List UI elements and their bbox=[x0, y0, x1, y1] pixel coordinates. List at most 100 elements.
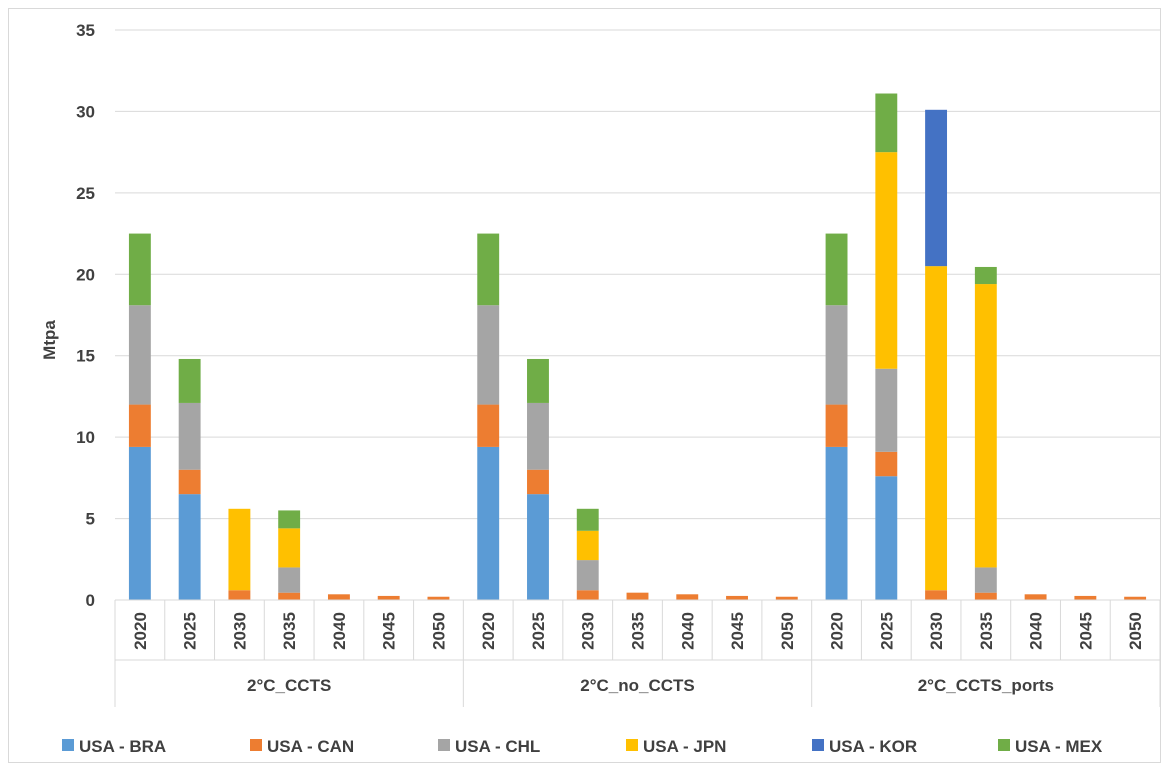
bar-segment bbox=[278, 567, 301, 593]
bar-segment bbox=[128, 233, 151, 306]
bar-segment bbox=[128, 404, 151, 447]
bar-segment bbox=[825, 233, 848, 306]
x-tick-label: 2045 bbox=[728, 612, 747, 650]
x-tick-label: 2040 bbox=[330, 612, 349, 650]
bar-segment bbox=[477, 446, 500, 600]
legend-swatch bbox=[626, 739, 638, 751]
bar-segment bbox=[825, 446, 848, 600]
bar-segment bbox=[278, 528, 301, 568]
bar-segment bbox=[825, 404, 848, 447]
y-tick-label: 20 bbox=[76, 265, 95, 284]
x-tick-label: 2030 bbox=[927, 612, 946, 650]
bar-segment bbox=[178, 469, 201, 495]
legend-label: USA - MEX bbox=[1015, 737, 1103, 756]
bar-segment bbox=[278, 510, 301, 529]
bar-segment bbox=[726, 595, 748, 600]
x-tick-label: 2040 bbox=[1027, 612, 1046, 650]
bar-segment bbox=[178, 358, 201, 403]
x-tick-label: 2020 bbox=[131, 612, 150, 650]
gridlines bbox=[115, 29, 1160, 520]
bar-segment bbox=[128, 305, 151, 405]
bar-segment bbox=[377, 595, 400, 600]
bar-segment bbox=[527, 358, 549, 403]
bar-segment bbox=[676, 594, 699, 600]
bar-segment bbox=[178, 494, 201, 600]
legend-label: USA - JPN bbox=[643, 737, 726, 756]
y-tick-label: 35 bbox=[76, 21, 95, 40]
group-label: 2°C_CCTS_ports bbox=[918, 676, 1054, 695]
legend-swatch bbox=[250, 739, 262, 751]
bar-segment bbox=[477, 233, 500, 306]
bar-segment bbox=[527, 402, 549, 470]
legend-swatch bbox=[998, 739, 1010, 751]
bar-segment bbox=[775, 596, 798, 600]
legend-label: USA - CHL bbox=[455, 737, 540, 756]
x-tick-label: 2020 bbox=[828, 612, 847, 650]
bar-segment bbox=[228, 590, 251, 600]
bar-segment bbox=[875, 368, 898, 452]
bar-segment bbox=[576, 560, 599, 591]
x-tick-label: 2025 bbox=[529, 612, 548, 650]
x-tick-label: 2045 bbox=[1076, 612, 1095, 650]
bar-segment bbox=[178, 402, 201, 470]
bar-segment bbox=[477, 305, 500, 405]
bar-segment bbox=[974, 592, 997, 600]
bar-segment bbox=[825, 305, 848, 405]
bar-segment bbox=[875, 152, 898, 369]
y-tick-label: 30 bbox=[76, 102, 95, 121]
y-tick-label: 10 bbox=[76, 428, 95, 447]
x-tick-label: 2035 bbox=[280, 612, 299, 650]
bar-segment bbox=[925, 109, 948, 267]
x-tick-label: 2025 bbox=[877, 612, 896, 650]
x-tick-label: 2030 bbox=[579, 612, 598, 650]
bar-segment bbox=[875, 451, 898, 477]
x-tick-label: 2050 bbox=[429, 612, 448, 650]
x-tick-label: 2045 bbox=[380, 612, 399, 650]
y-tick-label: 0 bbox=[86, 591, 95, 610]
legend: USA - BRA USA - CAN USA - CHL USA - JPN USA … bbox=[62, 737, 1103, 756]
legend-swatch bbox=[438, 739, 450, 751]
y-axis-title: Mtpa bbox=[40, 320, 59, 360]
bar-segment bbox=[875, 476, 898, 600]
x-tick-label: 2040 bbox=[678, 612, 697, 650]
y-tick-label: 5 bbox=[86, 510, 95, 529]
legend-label: USA - KOR bbox=[829, 737, 917, 756]
bar-segment bbox=[576, 508, 599, 531]
bar-segment bbox=[576, 530, 599, 561]
x-tick-label: 2025 bbox=[181, 612, 200, 650]
bar-segment bbox=[427, 596, 450, 600]
legend-swatch bbox=[812, 739, 824, 751]
bar-segment bbox=[128, 446, 151, 600]
bars bbox=[128, 93, 1147, 600]
legend-label: USA - BRA bbox=[79, 737, 166, 756]
bar-segment bbox=[576, 590, 599, 600]
legend-swatch bbox=[62, 739, 74, 751]
x-tick-label: 2030 bbox=[230, 612, 249, 650]
x-tick-label: 2050 bbox=[778, 612, 797, 650]
bar-segment bbox=[1124, 596, 1147, 600]
bar-segment bbox=[974, 567, 997, 593]
bar-segment bbox=[875, 93, 898, 153]
bar-segment bbox=[228, 508, 251, 591]
group-label: 2°C_no_CCTS bbox=[580, 676, 694, 695]
bar-segment bbox=[1024, 594, 1047, 600]
x-tick-label: 2035 bbox=[629, 612, 648, 650]
bar-segment bbox=[527, 494, 549, 600]
x-tick-label: 2050 bbox=[1126, 612, 1145, 650]
bar-segment bbox=[278, 592, 301, 600]
bar-segment bbox=[626, 592, 649, 600]
bar-segment bbox=[327, 594, 350, 600]
x-tick-label: 2035 bbox=[977, 612, 996, 650]
bar-segment bbox=[925, 590, 948, 600]
y-tick-label: 25 bbox=[76, 184, 95, 203]
bar-segment bbox=[527, 469, 549, 495]
bar-segment bbox=[925, 266, 948, 591]
y-tick-label: 15 bbox=[76, 347, 95, 366]
bar-segment bbox=[477, 404, 500, 447]
bar-segment bbox=[1074, 595, 1097, 600]
bar-segment bbox=[974, 266, 997, 285]
x-tick-label: 2020 bbox=[479, 612, 498, 650]
legend-label: USA - CAN bbox=[267, 737, 354, 756]
